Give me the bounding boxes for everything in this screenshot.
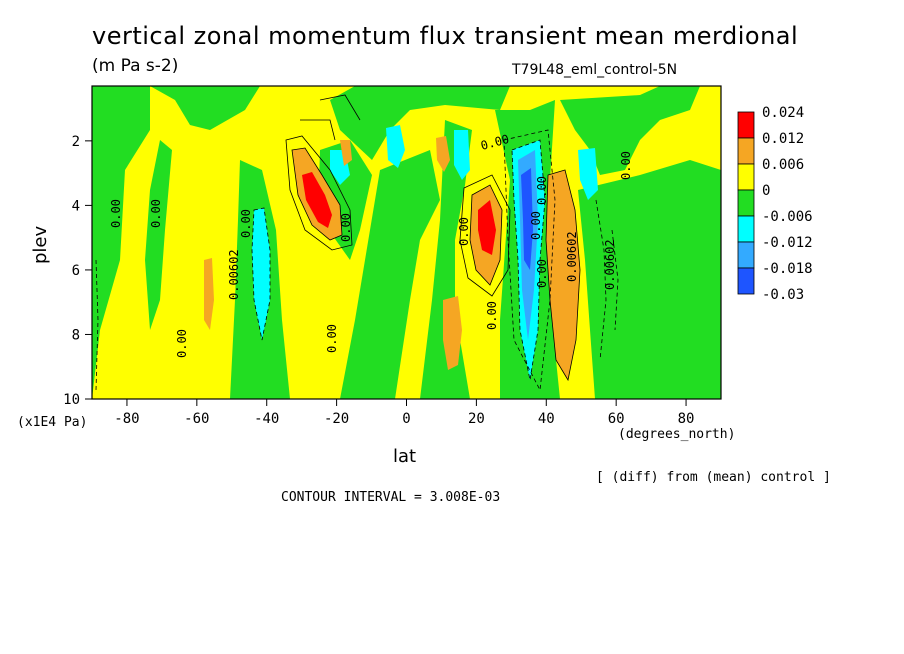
x-tick-label: -80 (114, 411, 139, 427)
x-tick-label: 80 (678, 411, 695, 427)
pos-max (436, 136, 450, 172)
colorbar-label: 0.024 (762, 105, 804, 121)
x-axis-label: lat (393, 446, 417, 467)
neg-band (145, 140, 172, 330)
x-tick-label: -20 (324, 411, 349, 427)
pos-max (443, 296, 462, 370)
neg-band (386, 125, 405, 168)
pos-max (478, 200, 496, 255)
contour-label: 0.00 (535, 259, 549, 288)
contour-label: 0.00 (325, 324, 339, 353)
x-tick-label: -40 (254, 411, 279, 427)
colorbar-swatch (737, 137, 755, 165)
contour-label: 0.00 (485, 301, 499, 330)
colorbar-label: 0.006 (762, 157, 804, 173)
neg-band (521, 168, 533, 270)
pos-max (302, 172, 332, 228)
contour-label: 0.00602 (565, 231, 579, 282)
colorbar-label: 0.012 (762, 131, 804, 147)
chart-title: vertical zonal momentum flux transient m… (92, 22, 799, 50)
contour-label: 0.00 (619, 151, 633, 180)
colorbar-label: -0.03 (762, 287, 804, 303)
y-tick-label: 4 (72, 198, 80, 214)
x-axis: -80 -60 -40 -20 0 20 40 60 80 (114, 399, 694, 427)
contour-label: 0.00 (339, 213, 353, 242)
neg-band (454, 130, 470, 180)
colorbar-label: -0.018 (762, 261, 813, 277)
neg-band (420, 120, 472, 399)
y-tick-label: 10 (63, 392, 80, 408)
units-label: (m Pa s-2) (92, 56, 179, 76)
neg-band (578, 148, 598, 200)
neg-band (578, 160, 721, 399)
neg-band (340, 150, 440, 399)
colorbar-label: -0.012 (762, 235, 813, 251)
colorbar-label: 0 (762, 183, 770, 199)
x-tick-label: 40 (538, 411, 555, 427)
colorbar-label: -0.006 (762, 209, 813, 225)
colorbar-swatch (737, 189, 755, 217)
y-tick-label: 8 (72, 327, 80, 343)
neg-band (252, 208, 270, 340)
contour-label: 0.00 (109, 199, 123, 228)
colorbar-swatch (737, 163, 755, 191)
x-tick-label: 0 (402, 411, 410, 427)
y-axis: 2 4 6 8 10 (63, 134, 92, 408)
contour-label: 0.00 (149, 199, 163, 228)
colorbar-swatch (737, 267, 755, 295)
y-tick-label: 6 (72, 263, 80, 279)
diff-note: [ (diff) from (mean) control ] (596, 470, 831, 485)
contour-field: 0.00 0.00 0.00 0.00602 0.00 0.00 0.00 0.… (92, 86, 721, 399)
contour-label: 0.00 (175, 329, 189, 358)
colorbar: 0.024 0.012 0.006 0 -0.006 -0.012 -0.018 -0.03 (737, 105, 813, 303)
contour-label: 0.00 (535, 176, 549, 205)
y-axis-label: plev (30, 225, 51, 264)
contour-label: 0.00602 (227, 249, 241, 300)
contour-label: 0.00 (239, 209, 253, 238)
contour-interval: CONTOUR INTERVAL = 3.008E-03 (281, 490, 501, 505)
y-tick-label: 2 (72, 134, 80, 150)
contour-label: 0.00 (529, 211, 543, 240)
pos-max (204, 258, 214, 330)
x-tick-label: 20 (468, 411, 485, 427)
contour-label: 0.00602 (603, 239, 617, 290)
colorbar-swatch (737, 111, 755, 139)
neg-band (330, 86, 510, 160)
y-axis-unit: (x1E4 Pa) (17, 415, 88, 430)
colorbar-swatch (737, 215, 755, 243)
x-axis-unit: (degrees_north) (618, 427, 736, 442)
neg-band (150, 86, 260, 130)
pos-max (546, 170, 580, 380)
neg-band (92, 86, 150, 399)
x-tick-label: -60 (184, 411, 209, 427)
pos-max (340, 140, 352, 166)
colorbar-swatch (737, 241, 755, 269)
x-tick-label: 60 (608, 411, 625, 427)
run-name: T79L48_eml_control-5N (512, 62, 678, 78)
contour-label: 0.00 (457, 217, 471, 246)
